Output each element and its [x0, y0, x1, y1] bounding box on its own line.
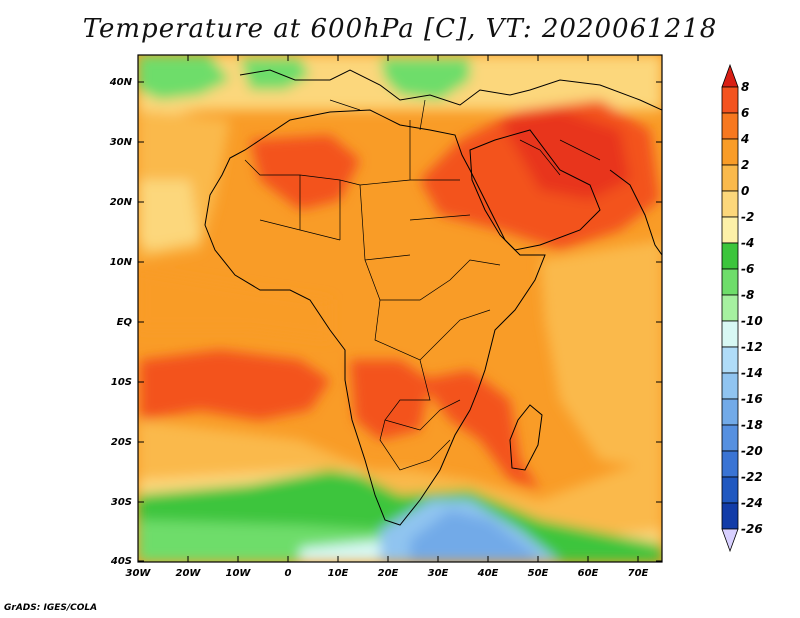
colorbar-label-m26: -26 — [741, 522, 763, 536]
lon-label-0: 0 — [284, 568, 292, 579]
map-title: Temperature at 600hPa [C], VT: 202006121… — [82, 14, 718, 44]
arabia-coastline — [469, 129, 601, 251]
lat-label-40s: 40S — [110, 556, 132, 567]
lon-label-10w: 10W — [225, 568, 251, 579]
colorbar-bottom-triangle — [721, 528, 739, 553]
temperature-field — [138, 55, 662, 562]
colorbar-label-m20: -20 — [741, 444, 763, 458]
madagascar-coastline — [509, 404, 543, 471]
lon-label-10e: 10E — [327, 568, 349, 579]
colorbar-label-m6: -6 — [741, 262, 755, 276]
colorbar-box — [721, 164, 739, 192]
lat-label-10n: 10N — [109, 257, 132, 268]
colorbar-label-m10: -10 — [741, 314, 763, 328]
axis-ticks — [137, 55, 662, 562]
colorbar-box — [721, 242, 739, 270]
colorbar-box — [721, 398, 739, 426]
colorbar-label-m18: -18 — [741, 418, 763, 432]
map-frame — [137, 54, 663, 563]
lon-label-50e: 50E — [527, 568, 549, 579]
colorbar-box — [721, 86, 739, 114]
colorbar-label-m14: -14 — [741, 366, 763, 380]
lat-label-eq: EQ — [116, 317, 132, 328]
europe-coastline — [239, 69, 662, 111]
colorbar-label-m12: -12 — [741, 340, 763, 354]
lon-label-20w: 20W — [175, 568, 201, 579]
colorbar-box — [721, 112, 739, 140]
lat-label-20s: 20S — [110, 437, 132, 448]
colorbar-box — [721, 294, 739, 322]
colorbar-label-4: 4 — [741, 132, 750, 146]
lat-label-40n: 40N — [109, 77, 132, 88]
india-coastline — [609, 169, 662, 256]
colorbar-box — [721, 372, 739, 400]
colorbar-label-m22: -22 — [741, 470, 763, 484]
colorbar-label-m2: -2 — [741, 210, 755, 224]
colorbar-label-m8: -8 — [741, 288, 755, 302]
colorbar-label-2: 2 — [741, 158, 750, 172]
lat-label-10s: 10S — [110, 377, 132, 388]
lat-label-30n: 30N — [109, 137, 132, 148]
colorbar-label-6: 6 — [741, 106, 750, 120]
lat-label-30s: 30S — [110, 497, 132, 508]
colorbar-label-8: 8 — [741, 80, 750, 94]
lon-label-60e: 60E — [577, 568, 599, 579]
footer-credit: GrADS: IGES/COLA — [4, 603, 98, 613]
lon-label-20e: 20E — [377, 568, 399, 579]
colorbar-boxes — [721, 63, 739, 553]
colorbar-label-m24: -24 — [741, 496, 763, 510]
colorbar-label-m4: -4 — [741, 236, 755, 250]
colorbar-box — [721, 190, 739, 218]
colorbar-box — [721, 268, 739, 296]
colorbar-box — [721, 320, 739, 348]
lat-label-20n: 20N — [109, 197, 132, 208]
country-borders — [244, 99, 601, 471]
colorbar-box — [721, 450, 739, 478]
colorbar-box — [721, 476, 739, 504]
colorbar-label-0: 0 — [741, 184, 750, 198]
colorbar-box — [721, 424, 739, 452]
colorbar-label-m16: -16 — [741, 392, 763, 406]
colorbar-box — [721, 216, 739, 244]
colorbar-top-triangle — [721, 63, 739, 88]
lon-label-30w: 30W — [125, 568, 151, 579]
colorbar-box — [721, 346, 739, 374]
colorbar-box — [721, 502, 739, 530]
lon-label-40e: 40E — [477, 568, 499, 579]
coastlines — [204, 69, 662, 526]
colorbar-box — [721, 138, 739, 166]
lon-label-70e: 70E — [627, 568, 649, 579]
lon-label-30e: 30E — [427, 568, 449, 579]
